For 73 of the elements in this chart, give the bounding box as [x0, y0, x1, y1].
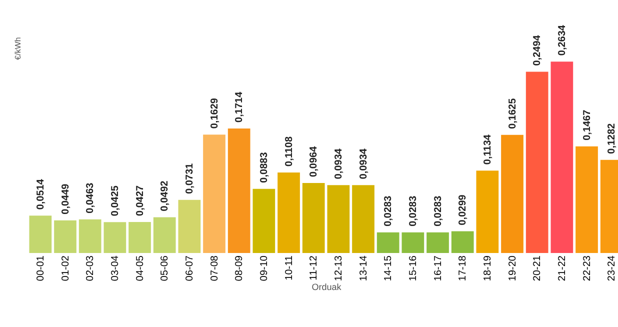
x-tick-label: 23-24	[606, 255, 618, 282]
data-label: 0,2634	[556, 24, 568, 56]
x-tick-label: 10-11	[284, 255, 295, 280]
x-tick-label: 05-06	[160, 255, 171, 282]
data-label: 0,0731	[184, 162, 196, 194]
data-label: 0,1625	[507, 98, 518, 129]
data-label: 0,1282	[606, 122, 618, 154]
x-tick-label: 22-23	[582, 255, 593, 282]
data-label: 0,0425	[110, 185, 121, 216]
x-tick-label: 02-03	[85, 255, 96, 282]
bar	[550, 62, 574, 253]
x-axis-title: Orduak	[312, 282, 342, 292]
x-tick-label: 13-14	[358, 255, 370, 282]
bar	[178, 200, 201, 253]
x-tick-label: 08-09	[234, 255, 246, 282]
x-tick-label: 12-13	[333, 255, 344, 282]
x-tick-label: 14-15	[383, 255, 394, 282]
x-tick-label: 00-01	[35, 255, 46, 282]
data-label: 0,0449	[60, 183, 72, 214]
data-label: 0,1467	[582, 109, 593, 140]
bar	[451, 231, 474, 253]
bar	[501, 134, 524, 253]
data-label: 0,0283	[383, 195, 394, 226]
bar	[376, 232, 400, 253]
data-label: 0,1629	[209, 98, 220, 129]
x-tick-label: 15-16	[408, 255, 419, 282]
bar	[402, 232, 424, 253]
data-label: 0,0964	[308, 146, 320, 177]
data-label: 0,1714	[234, 91, 246, 122]
data-label: 0,0514	[35, 178, 46, 210]
bar	[128, 222, 151, 253]
bar	[278, 172, 300, 253]
x-tick-label: 04-05	[134, 255, 146, 282]
bar	[153, 217, 176, 253]
bar	[252, 188, 276, 253]
bar	[228, 128, 250, 253]
bar	[78, 219, 102, 253]
data-label: 0,1108	[284, 136, 295, 166]
data-label: 0,0934	[358, 148, 370, 180]
x-tick-label: 09-10	[258, 255, 270, 282]
data-label: 0,2494	[532, 34, 544, 66]
x-tick-label: 01-02	[60, 255, 72, 282]
x-tick-label: 19-20	[507, 255, 518, 282]
bar	[526, 72, 548, 253]
bar	[203, 134, 226, 253]
data-label: 0,0883	[258, 152, 270, 183]
bar	[327, 185, 350, 253]
bar	[476, 170, 499, 253]
bar	[426, 232, 449, 253]
bar	[302, 182, 325, 253]
x-tick-label: 11-12	[308, 255, 320, 280]
bar	[29, 216, 52, 253]
bar	[576, 146, 598, 253]
x-tick-label: 16-17	[432, 255, 444, 282]
x-tick-label: 06-07	[184, 255, 196, 282]
data-label: 0,0299	[458, 194, 469, 226]
data-label: 0,0463	[85, 182, 96, 214]
data-label: 0,1134	[482, 134, 494, 165]
data-label: 0,0934	[333, 148, 344, 180]
bar	[352, 185, 374, 253]
bar	[104, 222, 126, 253]
bar	[54, 220, 76, 253]
data-label: 0,0283	[432, 195, 444, 226]
data-label: 0,0492	[160, 180, 171, 212]
data-label: 0,0427	[134, 184, 146, 216]
x-tick-label: 17-18	[458, 255, 469, 282]
x-tick-label: 20-21	[532, 255, 544, 282]
x-tick-label: 21-22	[556, 255, 568, 282]
x-tick-label: 03-04	[110, 255, 121, 282]
y-axis-title: €/kWh	[14, 37, 22, 60]
x-tick-label: 18-19	[482, 255, 494, 282]
data-label: 0,0283	[408, 195, 419, 226]
x-tick-label: 07-08	[209, 255, 220, 282]
